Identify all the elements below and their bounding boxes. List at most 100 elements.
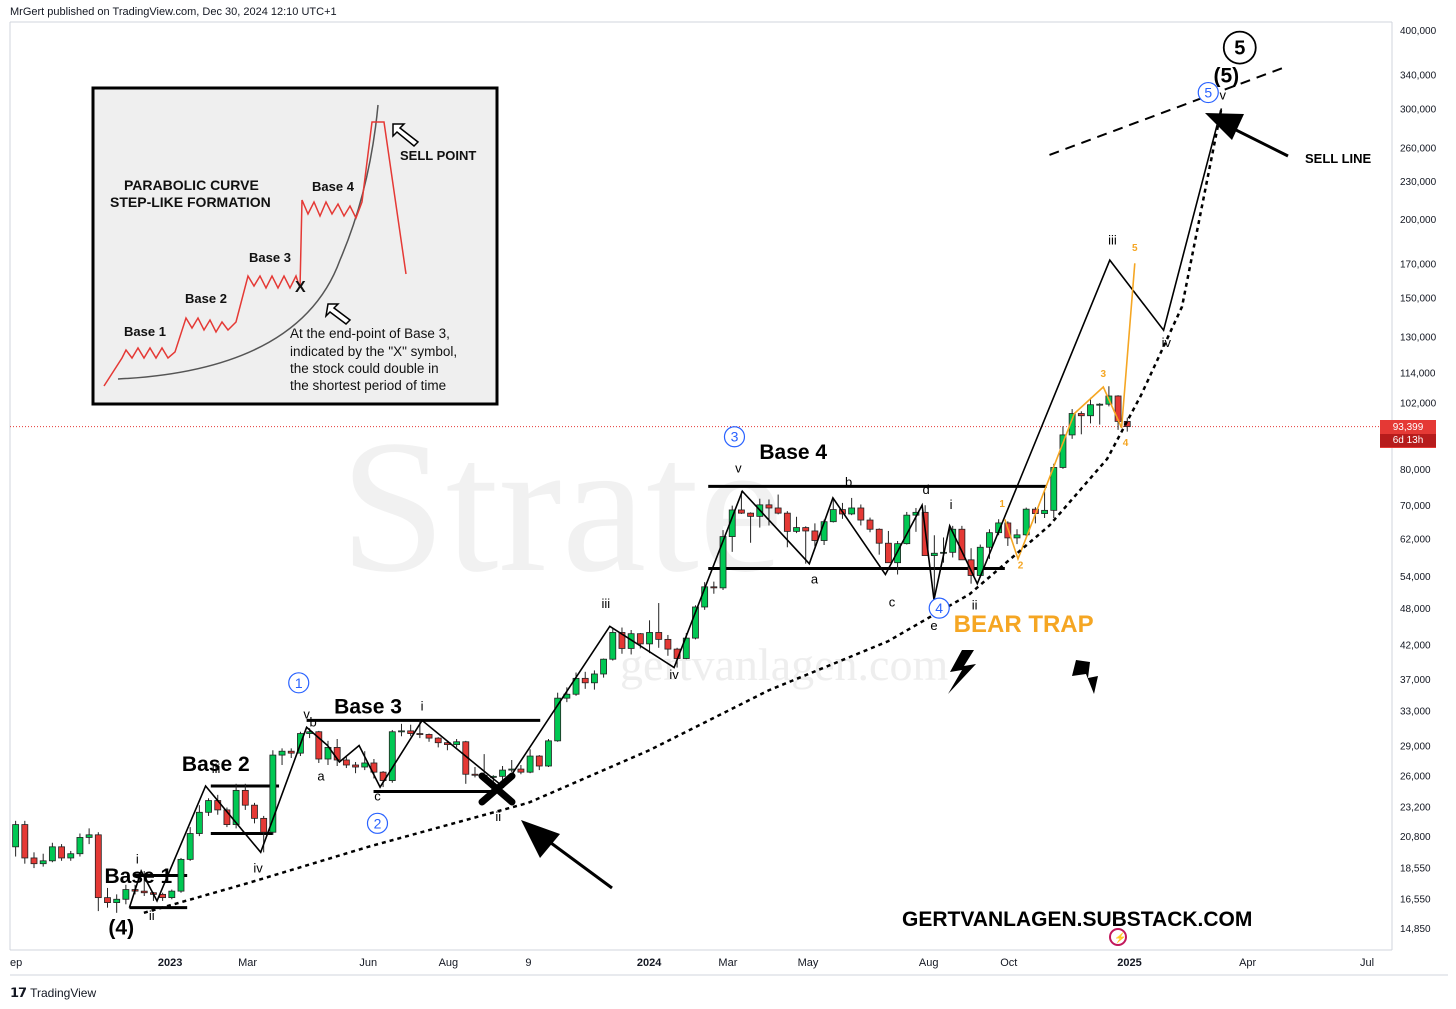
lightning-icon (948, 650, 976, 694)
sub-wave-label: 3 (1100, 369, 1106, 380)
inset-note-4: the shortest period of time (290, 378, 446, 393)
y-tick-label: 29,000 (1400, 742, 1431, 753)
candle-body (361, 762, 369, 768)
candle-body (1123, 421, 1131, 428)
y-tick-label: 48,000 (1400, 604, 1431, 615)
event-icon[interactable] (1109, 928, 1127, 946)
y-tick-label: 33,000 (1400, 706, 1431, 717)
inset-base-4: Base 4 (312, 179, 355, 194)
candle-body (949, 528, 957, 553)
candle-body (140, 890, 148, 894)
inset-curve (117, 104, 379, 380)
candle-body (545, 740, 552, 767)
published-header: MrGert published on TradingView.com, Dec… (10, 6, 337, 18)
candle-body (692, 606, 699, 639)
minor-wave-label: ii (149, 908, 155, 923)
candle-body (39, 860, 47, 865)
minor-wave-label: c (374, 789, 381, 804)
primary-wave-circle (288, 672, 310, 694)
minor-wave-label: b (310, 714, 317, 729)
x-tick-label: Jul (1360, 957, 1374, 969)
candle-body (967, 559, 975, 576)
x-tick-label: Aug (439, 957, 459, 969)
candle-body (857, 507, 865, 521)
inset-note-1: At the end-point of Base 3, (290, 326, 450, 341)
inset-title-1: PARABOLIC CURVE (124, 177, 259, 193)
minor-wave-label: a (317, 769, 325, 784)
candle-body (793, 527, 800, 532)
candle-body (884, 542, 892, 564)
wave-annotation: Base 2 (182, 753, 250, 776)
y-tick-label: 20,800 (1400, 832, 1431, 843)
candle-body (232, 789, 240, 825)
y-tick-label: 114,000 (1400, 368, 1436, 379)
elliott-wave-path (128, 108, 1223, 908)
primary-wave-label: 3 (731, 429, 739, 445)
inset-note-3: the stock could double in (290, 361, 439, 376)
candle-body (710, 586, 718, 589)
minor-wave-label: a (811, 572, 819, 587)
y-tick-label: 18,550 (1400, 863, 1431, 874)
minor-wave-label: iv (669, 667, 679, 682)
inset-sell-arrow-icon (392, 123, 420, 148)
minor-wave-label: i (950, 497, 953, 512)
candle-body (94, 834, 102, 899)
primary-wave-circle (928, 597, 950, 619)
minor-wave-label: v (1219, 87, 1226, 102)
y-tick-label: 70,000 (1400, 501, 1431, 512)
minor-wave-label: b (845, 474, 852, 489)
credit-text: GERTVANLAGEN.SUBSTACK.COM (902, 908, 1252, 931)
candle-body (774, 507, 782, 514)
minor-wave-label: ii (972, 597, 978, 612)
inset-parabolic-diagram: SELL POINT PARABOLIC CURVE STEP-LIKE FOR… (91, 86, 499, 406)
minor-wave-label: iv (1162, 335, 1172, 350)
arrow-head-lower (521, 820, 560, 858)
bar-countdown: 6d 13h (1380, 434, 1436, 447)
candle-body (48, 846, 56, 862)
y-tick-label: 170,000 (1400, 259, 1437, 270)
sub-wave-label: 5 (1132, 243, 1138, 254)
primary-wave-circle (1197, 81, 1219, 104)
candle-body (866, 519, 874, 530)
candle-body (811, 530, 819, 541)
candle-body (241, 789, 249, 806)
candle-body (526, 755, 534, 773)
x-tick-label: 2024 (637, 957, 662, 969)
y-tick-label: 260,000 (1400, 143, 1437, 154)
y-tick-label: 42,000 (1400, 641, 1431, 652)
candle-body (848, 507, 856, 515)
candle-body (609, 632, 617, 660)
y-tick-label: 37,000 (1400, 675, 1431, 686)
y-tick-label: 200,000 (1400, 215, 1437, 226)
x-tick-label: ep (10, 957, 22, 969)
candle-body (195, 811, 203, 834)
x-tick-label: Aug (919, 957, 939, 969)
candle-body (67, 853, 75, 859)
minor-wave-label: i (421, 698, 424, 713)
inset-note-2: indicated by the "X" symbol, (290, 344, 457, 359)
x-tick-label: May (798, 957, 819, 969)
candle-body (453, 741, 461, 745)
candle-body (388, 731, 396, 781)
candle-body (636, 633, 644, 645)
inset-base-2: Base 2 (185, 291, 227, 306)
candle-body (352, 764, 359, 768)
primary-wave-label: 2 (374, 815, 382, 831)
candle-body (205, 800, 212, 813)
bear-trap-label: BEAR TRAP (954, 611, 1094, 638)
cycle-wave-label: 5 (1234, 38, 1245, 60)
inset-x-arrow-icon (324, 303, 352, 325)
candle-body (278, 750, 286, 756)
sub-wave-label: 1 (999, 499, 1005, 510)
candle-body (738, 509, 745, 514)
candle-body (1013, 534, 1021, 539)
event-icon-glyph: ⚡ (1114, 931, 1126, 944)
y-tick-label: 150,000 (1400, 293, 1437, 304)
candle-body (223, 809, 231, 825)
candle-body (21, 824, 29, 859)
y-tick-label: 340,000 (1400, 70, 1437, 81)
inset-x-mark: X (295, 279, 306, 296)
candle-body (591, 673, 598, 684)
